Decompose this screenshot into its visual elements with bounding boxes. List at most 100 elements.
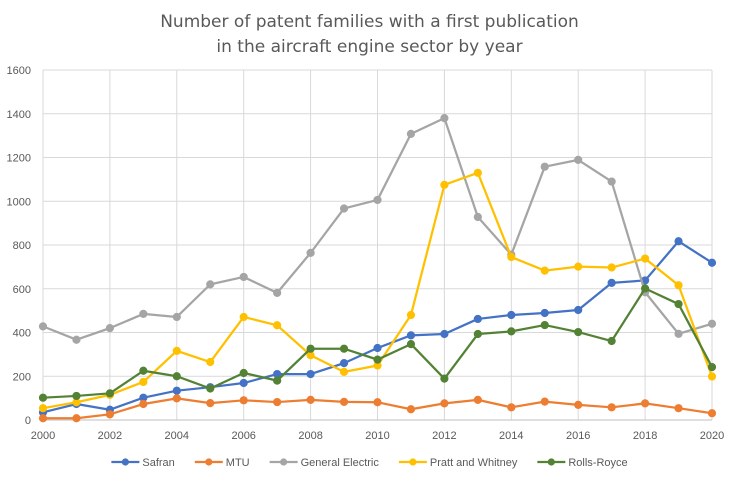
data-point-general-electric (172, 312, 181, 322)
data-point-general-electric (239, 272, 248, 282)
data-point-rolls-royce (139, 366, 148, 375)
legend-item-general-electric[interactable]: General Electric (269, 457, 380, 469)
data-point-pratt-and-whitney (707, 372, 717, 381)
data-point-pratt-and-whitney (339, 367, 349, 376)
legend-label: Safran (142, 457, 174, 469)
data-point-mtu (38, 414, 48, 423)
data-point-mtu (72, 414, 81, 423)
series-general-electric (38, 114, 717, 344)
data-point-mtu (641, 399, 650, 408)
data-point-rolls-royce (607, 336, 616, 346)
x-tick-label: 2000 (31, 430, 55, 442)
data-point-rolls-royce (373, 355, 382, 364)
data-point-rolls-royce (707, 362, 717, 372)
legend-label: Pratt and Whitney (430, 457, 518, 469)
data-point-rolls-royce (641, 284, 650, 293)
x-tick-label: 2016 (566, 430, 590, 442)
data-point-safran (607, 278, 616, 287)
axes: 0 200 400 600 800 1000 1200 1400 1600 2000 2002 200… (7, 65, 725, 442)
legend-item-rolls-royce[interactable]: Rolls-Royce (537, 457, 628, 469)
data-point-rolls-royce (172, 372, 181, 381)
legend-item-safran[interactable]: Safran (111, 457, 175, 469)
legend-label: Rolls-Royce (568, 457, 627, 469)
data-point-mtu (139, 399, 148, 409)
data-point-pratt-and-whitney (641, 254, 650, 263)
data-point-general-electric (373, 195, 382, 205)
data-point-general-electric (540, 162, 549, 171)
data-point-pratt-and-whitney (440, 180, 449, 189)
data-point-mtu (339, 397, 349, 406)
data-point-pratt-and-whitney (139, 377, 148, 387)
y-tick-label: 200 (13, 371, 31, 383)
legend-label: General Electric (301, 457, 380, 469)
data-point-mtu (406, 405, 416, 414)
y-tick-label: 800 (13, 240, 31, 252)
data-point-mtu (206, 399, 215, 408)
data-point-safran (540, 308, 549, 318)
data-point-pratt-and-whitney (239, 312, 248, 322)
y-tick-label: 600 (13, 284, 31, 296)
data-point-general-electric (406, 129, 416, 138)
y-tick-label: 1000 (7, 196, 31, 208)
data-point-general-electric (206, 280, 215, 289)
data-point-mtu (607, 403, 616, 412)
data-point-pratt-and-whitney (406, 310, 416, 320)
data-point-safran (440, 329, 449, 339)
y-tick-label: 0 (25, 415, 31, 427)
data-point-mtu (707, 409, 717, 418)
data-point-rolls-royce (206, 384, 215, 393)
data-point-general-electric (273, 288, 282, 298)
legend-swatch-marker (409, 458, 417, 466)
x-tick-label: 2008 (298, 430, 322, 442)
data-point-mtu (239, 396, 248, 405)
data-point-safran (574, 305, 583, 315)
data-point-rolls-royce (540, 320, 549, 330)
data-point-mtu (172, 394, 181, 403)
data-point-general-electric (72, 335, 81, 344)
data-point-mtu (473, 395, 482, 404)
data-point-safran (674, 237, 683, 246)
y-tick-label: 400 (13, 328, 31, 340)
data-point-mtu (540, 397, 549, 406)
data-point-general-electric (607, 177, 616, 186)
data-point-rolls-royce (239, 368, 248, 378)
data-point-pratt-and-whitney (507, 252, 516, 262)
series (38, 114, 717, 423)
legend: Safran MTU General Electric Pratt and Whitn… (111, 457, 628, 469)
legend-swatch-marker (205, 458, 213, 466)
data-point-pratt-and-whitney (607, 263, 616, 272)
data-point-pratt-and-whitney (473, 168, 482, 177)
x-tick-label: 2014 (499, 430, 523, 442)
data-point-rolls-royce (105, 389, 115, 398)
data-point-rolls-royce (507, 327, 516, 336)
legend-item-mtu[interactable]: MTU (194, 457, 250, 469)
data-point-mtu (440, 399, 449, 408)
data-point-pratt-and-whitney (38, 404, 48, 413)
data-point-safran (239, 378, 248, 388)
data-point-mtu (574, 400, 583, 410)
data-point-general-electric (339, 204, 349, 213)
x-tick-label: 2012 (432, 430, 456, 442)
data-point-general-electric (306, 248, 315, 257)
data-point-pratt-and-whitney (172, 346, 181, 355)
legend-item-pratt-and-whitney[interactable]: Pratt and Whitney (398, 457, 518, 469)
data-point-safran (172, 386, 181, 395)
data-point-rolls-royce (306, 344, 315, 353)
data-point-mtu (105, 410, 115, 419)
chart-title-line-1: Number of patent families with a first p… (160, 12, 579, 32)
y-tick-label: 1200 (7, 153, 31, 165)
data-point-pratt-and-whitney (674, 281, 683, 290)
data-point-general-electric (105, 324, 115, 333)
data-point-rolls-royce (273, 376, 282, 385)
x-tick-label: 2010 (365, 430, 389, 442)
data-point-general-electric (139, 309, 148, 319)
data-point-rolls-royce (574, 327, 583, 337)
data-point-general-electric (473, 212, 482, 222)
data-point-mtu (507, 403, 516, 412)
x-tick-label: 2018 (633, 430, 657, 442)
data-point-general-electric (38, 322, 48, 331)
x-tick-label: 2002 (98, 430, 122, 442)
data-point-mtu (306, 395, 315, 404)
legend-swatch-marker (547, 458, 555, 466)
